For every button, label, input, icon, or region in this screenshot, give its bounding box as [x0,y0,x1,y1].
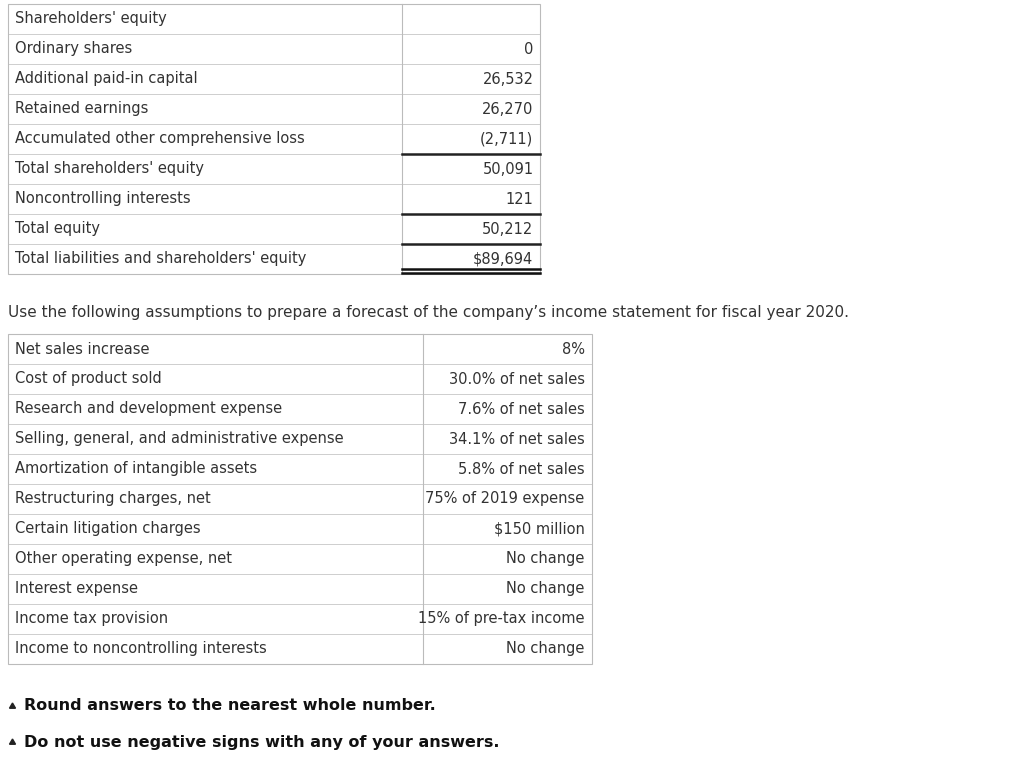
Text: Additional paid-in capital: Additional paid-in capital [15,72,198,87]
Text: Retained earnings: Retained earnings [15,102,148,116]
Text: Restructuring charges, net: Restructuring charges, net [15,491,211,507]
Text: 15% of pre-tax income: 15% of pre-tax income [418,612,585,626]
Bar [8,4,541,274]
Text: Income tax provision: Income tax provision [15,612,168,626]
Text: Interest expense: Interest expense [15,582,138,597]
Text: Noncontrolling interests: Noncontrolling interests [15,191,190,206]
Text: Shareholders' equity: Shareholders' equity [15,12,167,27]
Text: Total liabilities and shareholders' equity: Total liabilities and shareholders' equi… [15,251,306,266]
Text: Accumulated other comprehensive loss: Accumulated other comprehensive loss [15,131,305,147]
Text: Research and development expense: Research and development expense [15,401,283,416]
Text: 7.6% of net sales: 7.6% of net sales [458,401,585,416]
Text: 121: 121 [506,191,534,206]
Text: Net sales increase: Net sales increase [15,341,150,356]
Text: $89,694: $89,694 [473,251,534,266]
Text: No change: No change [506,551,585,566]
Text: 5.8% of net sales: 5.8% of net sales [458,462,585,476]
Text: No change: No change [506,582,585,597]
Text: 26,270: 26,270 [482,102,534,116]
Text: Certain litigation charges: Certain litigation charges [15,522,201,537]
Text: Income to noncontrolling interests: Income to noncontrolling interests [15,641,266,657]
Text: Total equity: Total equity [15,222,100,237]
Text: 26,532: 26,532 [482,72,534,87]
Text: Cost of product sold: Cost of product sold [15,372,162,387]
Text: Do not use negative signs with any of your answers.: Do not use negative signs with any of yo… [24,734,500,750]
Bar [8,334,592,664]
Text: Ordinary shares: Ordinary shares [15,41,132,56]
Text: 50,091: 50,091 [482,162,534,177]
Text: Use the following assumptions to prepare a forecast of the company’s income stat: Use the following assumptions to prepare… [8,305,849,319]
Text: 8%: 8% [562,341,585,356]
Text: (2,711): (2,711) [480,131,534,147]
Text: $150 million: $150 million [494,522,585,537]
Text: Selling, general, and administrative expense: Selling, general, and administrative exp… [15,431,344,447]
Text: Round answers to the nearest whole number.: Round answers to the nearest whole numbe… [24,698,436,714]
Text: 34.1% of net sales: 34.1% of net sales [449,431,585,447]
Text: Amortization of intangible assets: Amortization of intangible assets [15,462,257,476]
Text: 75% of 2019 expense: 75% of 2019 expense [425,491,585,507]
Text: 0: 0 [524,41,534,56]
Text: No change: No change [506,641,585,657]
Text: 30.0% of net sales: 30.0% of net sales [449,372,585,387]
Text: Total shareholders' equity: Total shareholders' equity [15,162,204,177]
Text: Other operating expense, net: Other operating expense, net [15,551,232,566]
Text: 50,212: 50,212 [482,222,534,237]
